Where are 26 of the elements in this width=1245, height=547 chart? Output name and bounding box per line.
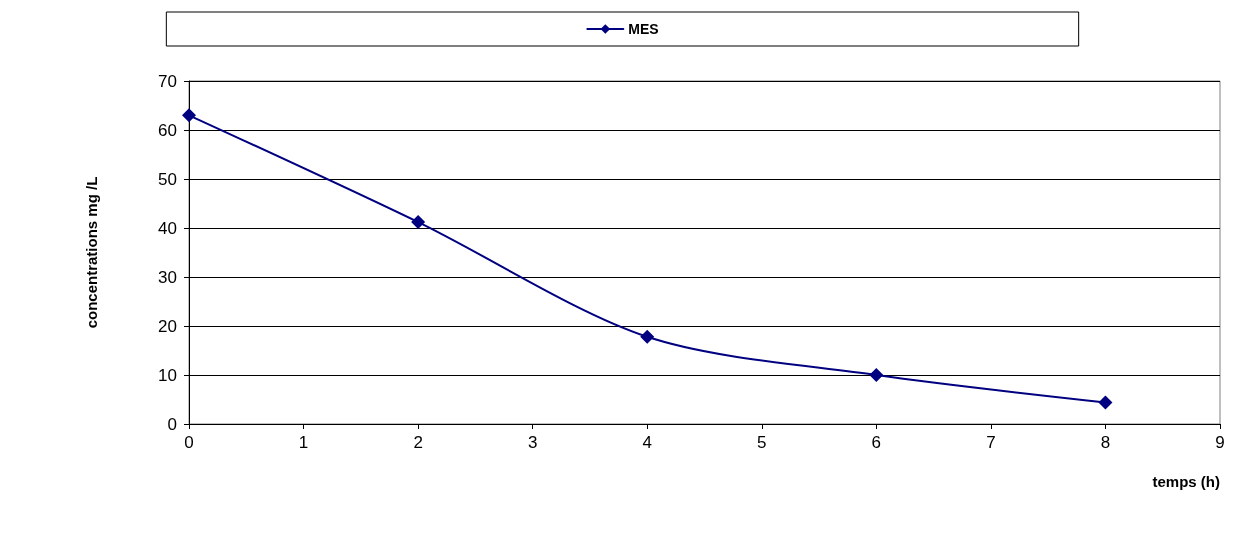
point [869, 368, 884, 382]
y-tick-label: 50 [158, 169, 177, 189]
x-tick-label: 8 [1100, 433, 1111, 452]
point [182, 108, 196, 123]
x-tick-label: 4 [642, 433, 652, 452]
y-tick-label: 40 [158, 218, 177, 238]
x-tick-label: 1 [298, 433, 309, 452]
y-tick-label: 0 [167, 414, 177, 434]
x-tick-label: 9 [1215, 433, 1225, 452]
x-tick-label: 5 [757, 433, 767, 452]
y-axis-title: concentrations mg /L [83, 176, 100, 329]
x-tick-label: 6 [871, 433, 882, 452]
point [1098, 395, 1113, 410]
y-tick-label: 70 [158, 71, 177, 91]
x-tick-label: 2 [413, 433, 423, 452]
y-tick-label: 60 [158, 120, 177, 140]
point [411, 215, 426, 230]
x-tick-label: 0 [184, 433, 194, 452]
y-tick-label: 10 [158, 365, 177, 385]
legend-label: MES [628, 21, 659, 37]
x-axis-title: temps (h) [1152, 473, 1220, 490]
y-tick-label: 30 [158, 267, 177, 287]
x-tick-label: 3 [527, 433, 538, 452]
point [640, 329, 655, 344]
x-tick-label: 7 [986, 433, 996, 452]
y-tick-label: 20 [158, 316, 177, 336]
